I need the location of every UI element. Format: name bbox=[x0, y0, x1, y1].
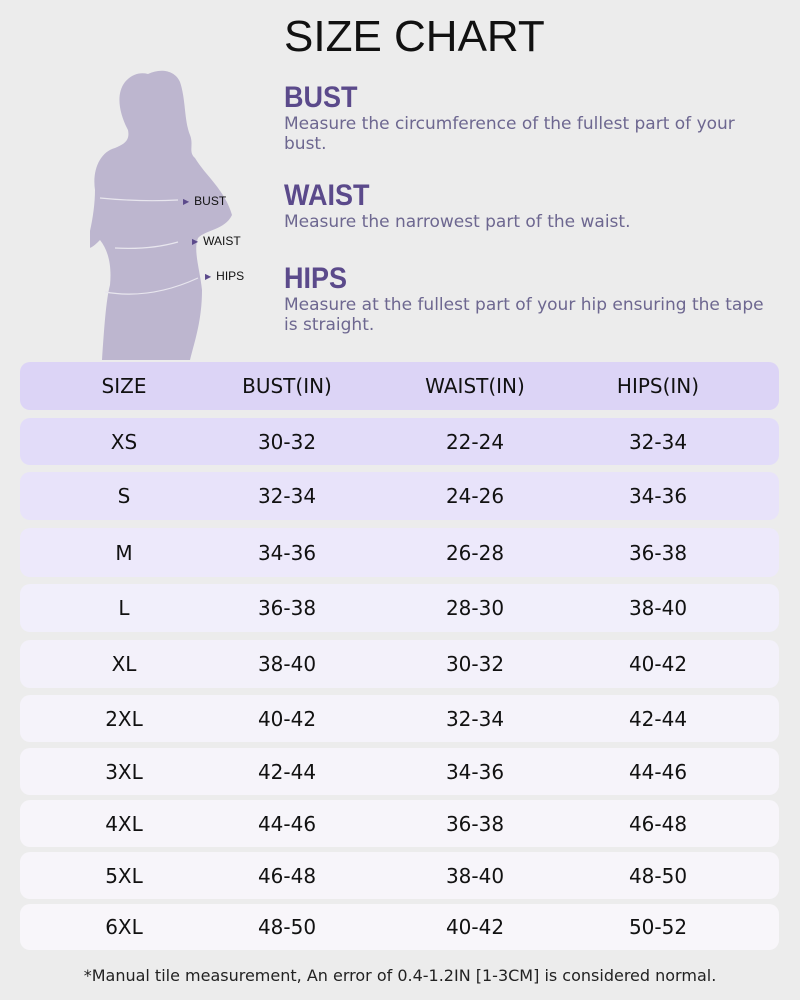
cell-bust: 36-38 bbox=[257, 596, 317, 620]
cell-size: XL bbox=[111, 652, 137, 676]
cell-size: XS bbox=[110, 429, 138, 454]
cell-bust: 42-44 bbox=[257, 759, 317, 784]
cell-hips: 48-50 bbox=[628, 863, 688, 888]
cell-waist: 38-40 bbox=[445, 863, 505, 888]
figure-label-bust: ▶ BUST bbox=[183, 194, 226, 208]
section-waist: WAIST Measure the narrowest part of the … bbox=[284, 179, 764, 233]
body-silhouette-figure: ▶ BUST ▶ WAIST ▶ HIPS bbox=[85, 60, 270, 360]
cell-size: 2XL bbox=[105, 706, 143, 731]
label-text: WAIST bbox=[203, 234, 241, 248]
cell-hips: 50-52 bbox=[628, 915, 688, 939]
section-heading: BUST bbox=[284, 81, 358, 114]
footnote: *Manual tile measurement, An error of 0.… bbox=[83, 966, 717, 985]
cell-hips: 36-38 bbox=[628, 540, 688, 565]
section-hips: HIPS Measure at the fullest part of your… bbox=[284, 262, 764, 336]
cell-bust: 40-42 bbox=[257, 706, 317, 731]
section-bust: BUST Measure the circumference of the fu… bbox=[284, 81, 764, 155]
table-row: L 36-38 28-30 38-40 bbox=[20, 584, 779, 632]
header-hips: HIPS(IN) bbox=[616, 374, 700, 398]
cell-waist: 32-34 bbox=[445, 706, 505, 731]
label-text: BUST bbox=[194, 194, 227, 208]
table-header-row: SIZE BUST(IN) WAIST(IN) HIPS(IN) bbox=[20, 362, 779, 410]
cell-size: 3XL bbox=[105, 759, 143, 784]
table-row: 5XL 46-48 38-40 48-50 bbox=[20, 852, 779, 899]
cell-hips: 44-46 bbox=[628, 759, 688, 784]
cell-bust: 44-46 bbox=[257, 811, 317, 836]
section-heading: WAIST bbox=[284, 179, 370, 212]
cell-waist: 40-42 bbox=[445, 915, 505, 939]
cell-hips: 34-36 bbox=[628, 484, 688, 508]
table-row: 2XL 40-42 32-34 42-44 bbox=[20, 695, 779, 742]
table-row: 4XL 44-46 36-38 46-48 bbox=[20, 800, 779, 847]
cell-bust: 46-48 bbox=[257, 863, 317, 888]
figure-label-hips: ▶ HIPS bbox=[205, 269, 244, 283]
table-row: S 32-34 24-26 34-36 bbox=[20, 472, 779, 520]
cell-waist: 34-36 bbox=[445, 759, 505, 784]
cell-hips: 32-34 bbox=[628, 429, 688, 454]
silhouette-icon bbox=[85, 70, 232, 360]
cell-hips: 40-42 bbox=[628, 652, 688, 676]
table-row: 6XL 48-50 40-42 50-52 bbox=[20, 904, 779, 950]
label-text: HIPS bbox=[216, 269, 245, 283]
cell-size: L bbox=[118, 596, 130, 620]
cell-bust: 48-50 bbox=[257, 915, 317, 939]
page-title: SIZE CHART bbox=[284, 12, 545, 61]
header-bust: BUST(IN) bbox=[242, 374, 332, 398]
header-size: SIZE bbox=[101, 374, 147, 398]
cell-size: M bbox=[115, 540, 133, 565]
section-heading: HIPS bbox=[284, 262, 348, 295]
cell-waist: 28-30 bbox=[445, 596, 505, 620]
cell-waist: 22-24 bbox=[445, 429, 505, 454]
table-row: M 34-36 26-28 36-38 bbox=[20, 528, 779, 577]
section-text: Measure the narrowest part of the waist. bbox=[284, 212, 631, 232]
table-row: XS 30-32 22-24 32-34 bbox=[20, 418, 779, 465]
triangle-right-icon: ▶ bbox=[183, 197, 190, 206]
cell-waist: 30-32 bbox=[445, 652, 505, 676]
cell-hips: 38-40 bbox=[628, 596, 688, 620]
cell-waist: 24-26 bbox=[445, 484, 505, 508]
triangle-right-icon: ▶ bbox=[192, 237, 199, 246]
cell-waist: 26-28 bbox=[445, 540, 505, 565]
cell-size: 5XL bbox=[105, 863, 143, 888]
cell-bust: 30-32 bbox=[257, 429, 317, 454]
cell-hips: 42-44 bbox=[628, 706, 688, 731]
header-waist: WAIST(IN) bbox=[425, 374, 525, 398]
section-text: Measure the circumference of the fullest… bbox=[284, 114, 735, 154]
section-text: Measure at the fullest part of your hip … bbox=[284, 295, 764, 335]
cell-bust: 34-36 bbox=[257, 540, 317, 565]
cell-size: S bbox=[117, 484, 131, 508]
cell-size: 4XL bbox=[105, 811, 143, 836]
table-row: 3XL 42-44 34-36 44-46 bbox=[20, 748, 779, 795]
cell-bust: 38-40 bbox=[257, 652, 317, 676]
cell-bust: 32-34 bbox=[257, 484, 317, 508]
cell-waist: 36-38 bbox=[445, 811, 505, 836]
cell-hips: 46-48 bbox=[628, 811, 688, 836]
table-row: XL 38-40 30-32 40-42 bbox=[20, 640, 779, 688]
triangle-right-icon: ▶ bbox=[205, 272, 212, 281]
figure-label-waist: ▶ WAIST bbox=[192, 234, 241, 248]
cell-size: 6XL bbox=[105, 915, 143, 939]
